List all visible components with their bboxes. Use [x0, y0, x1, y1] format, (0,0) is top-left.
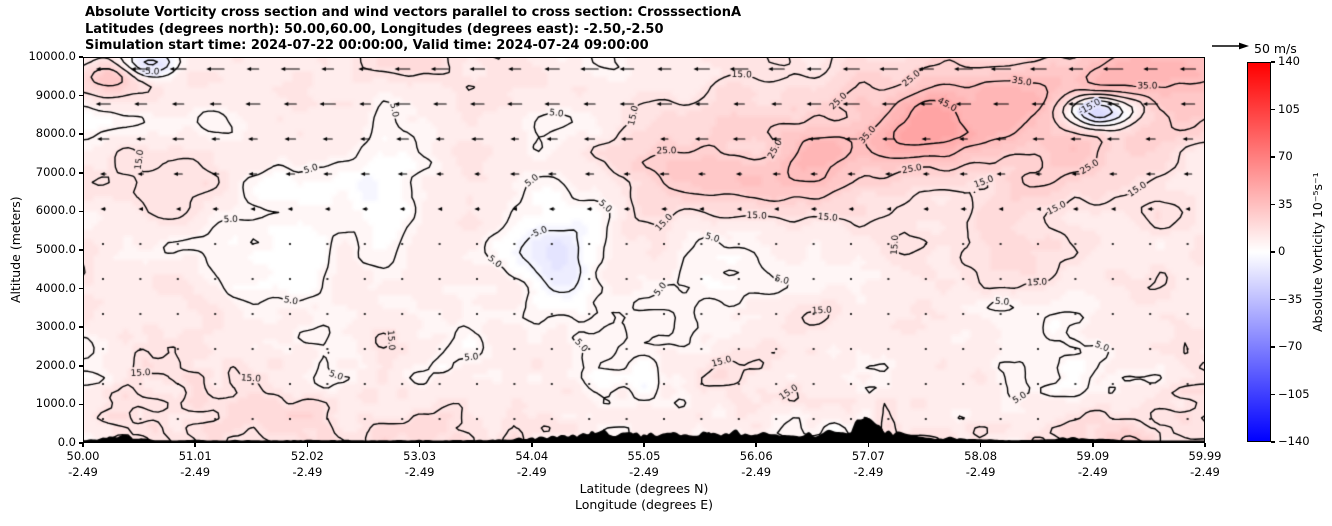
colorbar-tick-mark	[1271, 61, 1275, 63]
y-axis-tick-mark	[79, 442, 83, 444]
x-axis-title-latitude: Latitude (degrees N)	[579, 481, 709, 496]
x-axis-tick-mark	[643, 443, 645, 447]
y-axis-tick-label: 1000.0	[35, 396, 76, 411]
x-axis-tick-label-latitude: 59.09	[1076, 449, 1110, 463]
x-axis-tick-label-longitude: -2.49	[516, 465, 547, 479]
x-axis-tick-label-latitude: 58.08	[964, 449, 998, 463]
colorbar-tick-label: 140	[1278, 54, 1300, 68]
y-axis-tick-mark	[79, 326, 83, 328]
quiver-key-arrow-icon	[1212, 42, 1249, 50]
x-axis-tick-label-longitude: -2.49	[965, 465, 996, 479]
x-axis-tick-label-longitude: -2.49	[629, 465, 659, 479]
x-axis-tick-label-latitude: 54.04	[515, 449, 549, 463]
y-axis-tick-label: 5000.0	[35, 242, 76, 256]
x-axis-tick-mark	[867, 443, 870, 447]
y-axis-tick-mark	[79, 403, 83, 406]
x-axis-tick-label-latitude: 52.02	[290, 449, 324, 463]
cross-section-plot-canvas	[83, 57, 1205, 443]
colorbar-tick-mark	[1271, 156, 1275, 158]
colorbar-tick-mark	[1271, 441, 1275, 443]
figure-title: Absolute Vorticity cross section and win…	[85, 5, 741, 55]
colorbar-tick-mark	[1271, 203, 1275, 206]
y-axis-tick-mark	[79, 56, 83, 58]
x-axis-tick-mark	[531, 443, 533, 447]
x-axis-tick-mark	[979, 443, 982, 447]
colorbar-tick-label: −105	[1278, 386, 1310, 401]
y-axis-tick-mark	[79, 210, 83, 213]
y-axis-tick-mark	[79, 94, 83, 97]
x-axis-tick-mark	[82, 443, 84, 447]
y-axis-tick-label: 6000.0	[35, 203, 76, 218]
y-axis-tick-label: 8000.0	[35, 126, 76, 141]
colorbar-tick-mark	[1271, 346, 1275, 348]
y-axis-tick-label: 3000.0	[35, 319, 76, 334]
colorbar-tick-label: 70	[1278, 149, 1293, 163]
y-axis-tick-label: 2000.0	[35, 357, 76, 372]
x-axis-tick-label-latitude: 50.00	[66, 449, 100, 463]
y-axis-tick-mark	[79, 133, 83, 135]
colorbar-tick-mark	[1271, 393, 1275, 396]
colorbar-tick-label: −140	[1278, 434, 1310, 448]
x-axis-tick-mark	[418, 443, 421, 447]
x-axis-tick-label-longitude: -2.49	[68, 465, 98, 479]
x-axis-tick-label-latitude: 53.03	[403, 449, 437, 463]
x-axis-tick-mark	[1092, 443, 1094, 447]
colorbar-gradient	[1248, 63, 1270, 441]
y-axis-tick-mark	[79, 287, 83, 290]
quiver-key-label: 50 m/s	[1254, 41, 1297, 56]
x-axis-tick-label-longitude: -2.49	[180, 465, 211, 479]
colorbar-tick-mark	[1271, 108, 1275, 111]
y-axis-tick-label: 4000.0	[35, 280, 76, 295]
x-axis-tick-label-latitude: 55.05	[627, 449, 661, 463]
x-axis-tick-label-longitude: -2.49	[292, 465, 323, 479]
title-line-2: Latitudes (degrees north): 50.00,60.00, …	[85, 21, 664, 37]
x-axis-tick-label-latitude: 51.01	[178, 449, 212, 463]
colorbar	[1247, 62, 1271, 442]
title-line-1: Absolute Vorticity cross section and win…	[85, 5, 742, 20]
x-axis-tick-label-latitude: 56.06	[739, 449, 773, 463]
y-axis-tick-label: 0.0	[57, 435, 76, 449]
y-axis-tick-label: 10000.0	[28, 49, 76, 63]
x-axis-tick-label-longitude: -2.49	[1077, 465, 1108, 479]
title-line-3: Simulation start time: 2024-07-22 00:00:…	[85, 38, 649, 53]
y-axis-tick-mark	[79, 365, 83, 367]
x-axis-title-longitude: Longitude (degrees E)	[574, 497, 714, 512]
x-axis-tick-label-longitude: -2.49	[1190, 465, 1220, 479]
y-axis-tick-label: 9000.0	[35, 87, 76, 102]
x-axis-tick-mark	[194, 443, 196, 447]
x-axis-tick-label-longitude: -2.49	[404, 465, 435, 479]
colorbar-tick-label: 105	[1278, 101, 1300, 116]
colorbar-tick-label: −70	[1278, 339, 1303, 353]
x-axis-tick-label-longitude: -2.49	[853, 465, 884, 479]
x-axis-tick-label-latitude: 57.07	[851, 449, 885, 463]
x-axis-tick-mark	[306, 443, 309, 447]
y-axis-tick-mark	[79, 172, 83, 174]
x-axis-tick-label-latitude: 59.99	[1188, 449, 1222, 463]
colorbar-tick-label: −35	[1278, 291, 1303, 306]
colorbar-tick-label: 0	[1278, 244, 1286, 258]
y-axis-tick-label: 7000.0	[35, 164, 76, 179]
x-axis-tick-mark	[1204, 443, 1206, 447]
x-axis-tick-label-longitude: -2.49	[741, 465, 772, 479]
colorbar-tick-mark	[1271, 251, 1275, 253]
colorbar-tick-label: 35	[1278, 196, 1293, 211]
colorbar-tick-mark	[1271, 298, 1275, 301]
x-axis-tick-mark	[755, 443, 757, 447]
y-axis-tick-mark	[79, 249, 83, 251]
